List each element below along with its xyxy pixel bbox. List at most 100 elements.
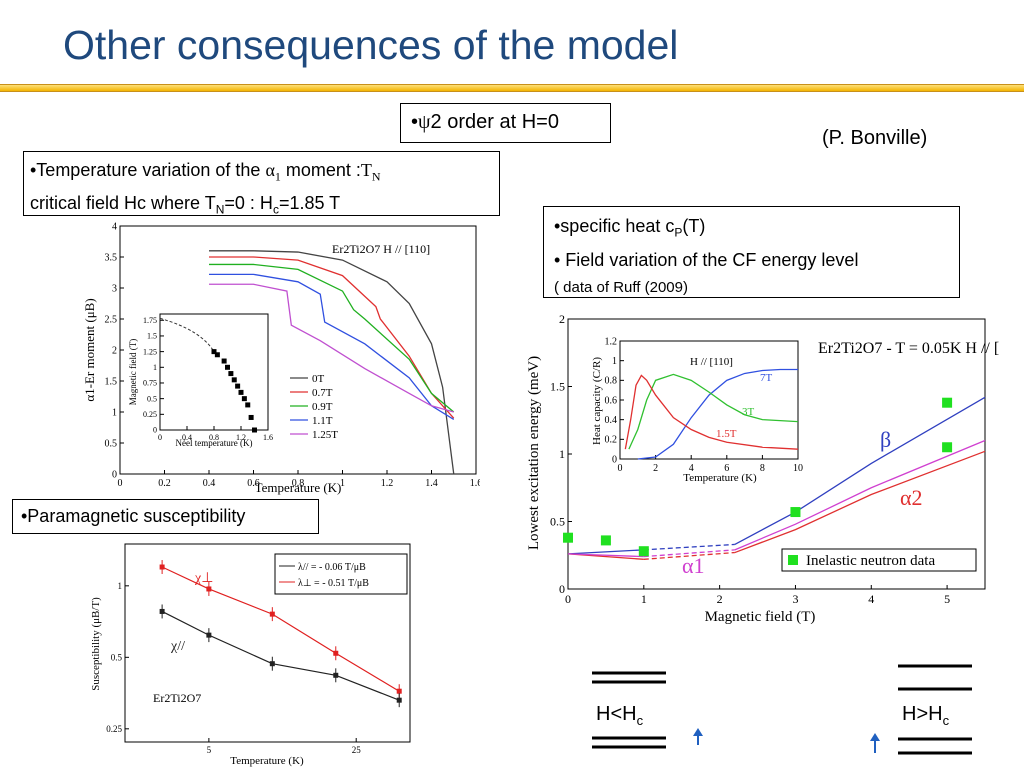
excitation-x-tick-label: 0 [565,592,571,606]
neel-inset-point [235,383,241,389]
excitation-series-line [567,553,644,558]
neel-inset-x-tick-label: 1.6 [263,433,273,442]
neel-inset-point [231,377,237,383]
level-label-above-hc: H>Hc [902,703,949,728]
moment-series-line [209,283,454,413]
excitation-series-line [734,396,986,546]
temp-box-line-2: critical field Hc where TN=0 : Hc=1.85 T [30,190,499,223]
susceptibility-x-tick-label: 5 [207,745,212,755]
temp-line1-b: moment : [280,160,361,180]
heat-inset-x-tick-label: 6 [724,463,729,474]
susceptibility-frame [124,543,411,743]
moment-legend-label: 0.9T [312,401,333,413]
excitation-data-point [600,535,611,546]
neel-inset-point [252,427,257,433]
heat-inset-x-tick-label: 0 [618,463,623,474]
susceptibility-data-point [396,697,402,703]
susceptibility-data-point [333,650,339,656]
susceptibility-data-point [396,688,402,694]
excitation-x-tick-label: 2 [717,592,723,606]
excitation-curve-label: α2 [900,485,923,510]
excitation-series-dashed [643,549,735,558]
moment-series-line [209,250,455,475]
heat-line1-sub: P [674,225,683,240]
heat-inset-y-tick-label: 0.4 [605,415,618,426]
susceptibility-y-axis-label: Susceptibility (μB/T) [90,597,102,691]
moment-vs-temperature-chart: 0 0.2 0.4 0.6 0.8 1 1.2 1.4 1.6 0 0.5 1 1.5 2 2.5 3 3.5 4… [82,221,480,495]
moment-legend-label: 0T [312,373,325,385]
moment-x-tick-label: 0.4 [203,478,216,489]
title-underline-bar [0,84,1024,92]
susceptibility-curve-label: χ// [170,639,185,654]
susceptibility-x-tick-label: 25 [352,745,362,755]
moment-y-tick-label: 4 [112,221,117,232]
moment-x-tick-label: 0.6 [247,478,260,489]
neel-inset-point [225,364,230,370]
neel-inset-x-tick-label: 1.2 [236,433,246,442]
excitation-x-tick-label: 5 [944,592,950,606]
excitation-data-point [942,442,953,453]
heat-line1-a: •specific heat c [554,216,675,236]
susceptibility-x-axis-label: Temperature (K) [230,755,304,767]
neel-inset-x-label: Néel temperature (K) [176,438,253,448]
level-label-left-text: H<H [596,703,637,725]
heat-inset-y-tick-label: 0.8 [605,376,618,387]
neel-inset-x-tick-label: 0 [158,433,162,442]
level-label-right-text: H>H [902,703,943,725]
heat-inset-series-line [637,368,798,460]
moment-legend-label: 1.25T [312,429,338,441]
susceptibility-data-point [206,632,212,638]
excitation-x-axis-label: Magnetic field (T) [705,609,816,625]
excitation-data-point [942,397,953,408]
heat-box-line-1: •specific heat cP(T) [554,213,959,247]
moment-y-tick-label: 0 [112,469,117,480]
heat-inset-annotation: H // [110] [690,356,733,368]
moment-y-tick-label: 2.5 [105,314,118,325]
moment-x-tick-label: 0.2 [158,478,171,489]
excitation-y-tick-label: 2 [559,312,565,326]
moment-x-tick-label: 0.8 [292,478,305,489]
excitation-curve-label: α1 [682,553,705,578]
moment-series-line [209,273,455,420]
susceptibility-data-point [159,608,165,614]
susceptibility-y-tick-label: 0.5 [111,652,123,662]
heat-inset-x-label: Temperature (K) [683,472,757,484]
psi-order-box: •ψ2 order at H=0 [400,103,611,143]
neel-inset-y-tick-label: 1.25 [143,347,157,356]
neel-inset-y-tick-label: 1.5 [147,332,157,341]
moment-annotation: Er2Ti2O7 H // [110] [332,242,430,256]
level-label-right-sub: c [942,713,950,728]
heat-inset-series-line [624,374,799,450]
heat-inset-x-tick-label: 10 [793,463,803,474]
heat-inset-x-tick-label: 4 [689,463,694,474]
tn-symbol: T [360,160,372,180]
excitation-series-line [734,450,986,554]
moment-y-tick-label: 2 [112,345,117,356]
heat-inset-y-tick-label: 1.2 [605,336,618,347]
neel-inset-point [211,349,217,355]
heat-inset-y-tick-label: 0 [612,454,617,465]
moment-x-tick-label: 1.4 [425,478,438,489]
temp-line2-sub-n: N [215,202,225,217]
moment-legend-label: 0.7T [312,387,333,399]
moment-frame [119,225,477,475]
arrow-up-icon [870,733,880,753]
moment-x-tick-label: 1.2 [381,478,394,489]
excitation-y-tick-label: 1 [559,447,565,461]
neel-inset-point [238,389,244,395]
excitation-legend-label: Inelastic neutron data [806,553,935,569]
temperature-variation-box: •Temperature variation of the α1 moment … [23,151,500,216]
susceptibility-annotation: Er2Ti2O7 [153,691,201,705]
bullet: • [411,111,419,133]
arrow-up-icon [693,728,703,745]
neel-inset-y-tick-label: 1.75 [143,316,157,325]
neel-inset-dashed-curve [159,317,215,352]
excitation-data-point [790,507,801,518]
excitation-y-tick-label: 1.5 [550,380,565,394]
moment-y-axis-label: α1-Er moment (μB) [82,298,97,401]
heat-inset-series-label: 7T [760,372,773,384]
neel-inset-point [228,371,234,377]
moment-y-tick-label: 1.5 [105,376,118,387]
susceptibility-legend-label: λ⊥ = - 0.51 T/μB [298,578,369,589]
temp-line1-a: •Temperature variation of the [30,160,266,180]
